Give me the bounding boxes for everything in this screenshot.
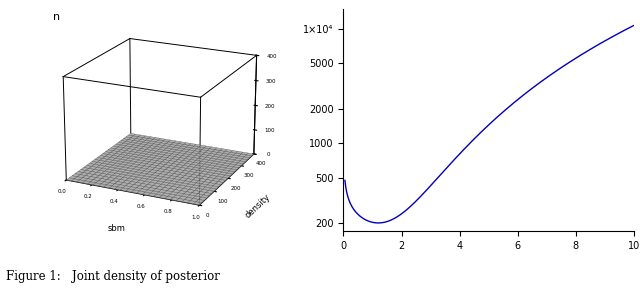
Y-axis label: density: density	[244, 193, 273, 221]
Text: n: n	[52, 12, 60, 22]
Text: Figure 1:   Joint density of posterior: Figure 1: Joint density of posterior	[6, 270, 220, 283]
X-axis label: sbm: sbm	[107, 224, 125, 233]
Text: n: n	[320, 0, 328, 3]
